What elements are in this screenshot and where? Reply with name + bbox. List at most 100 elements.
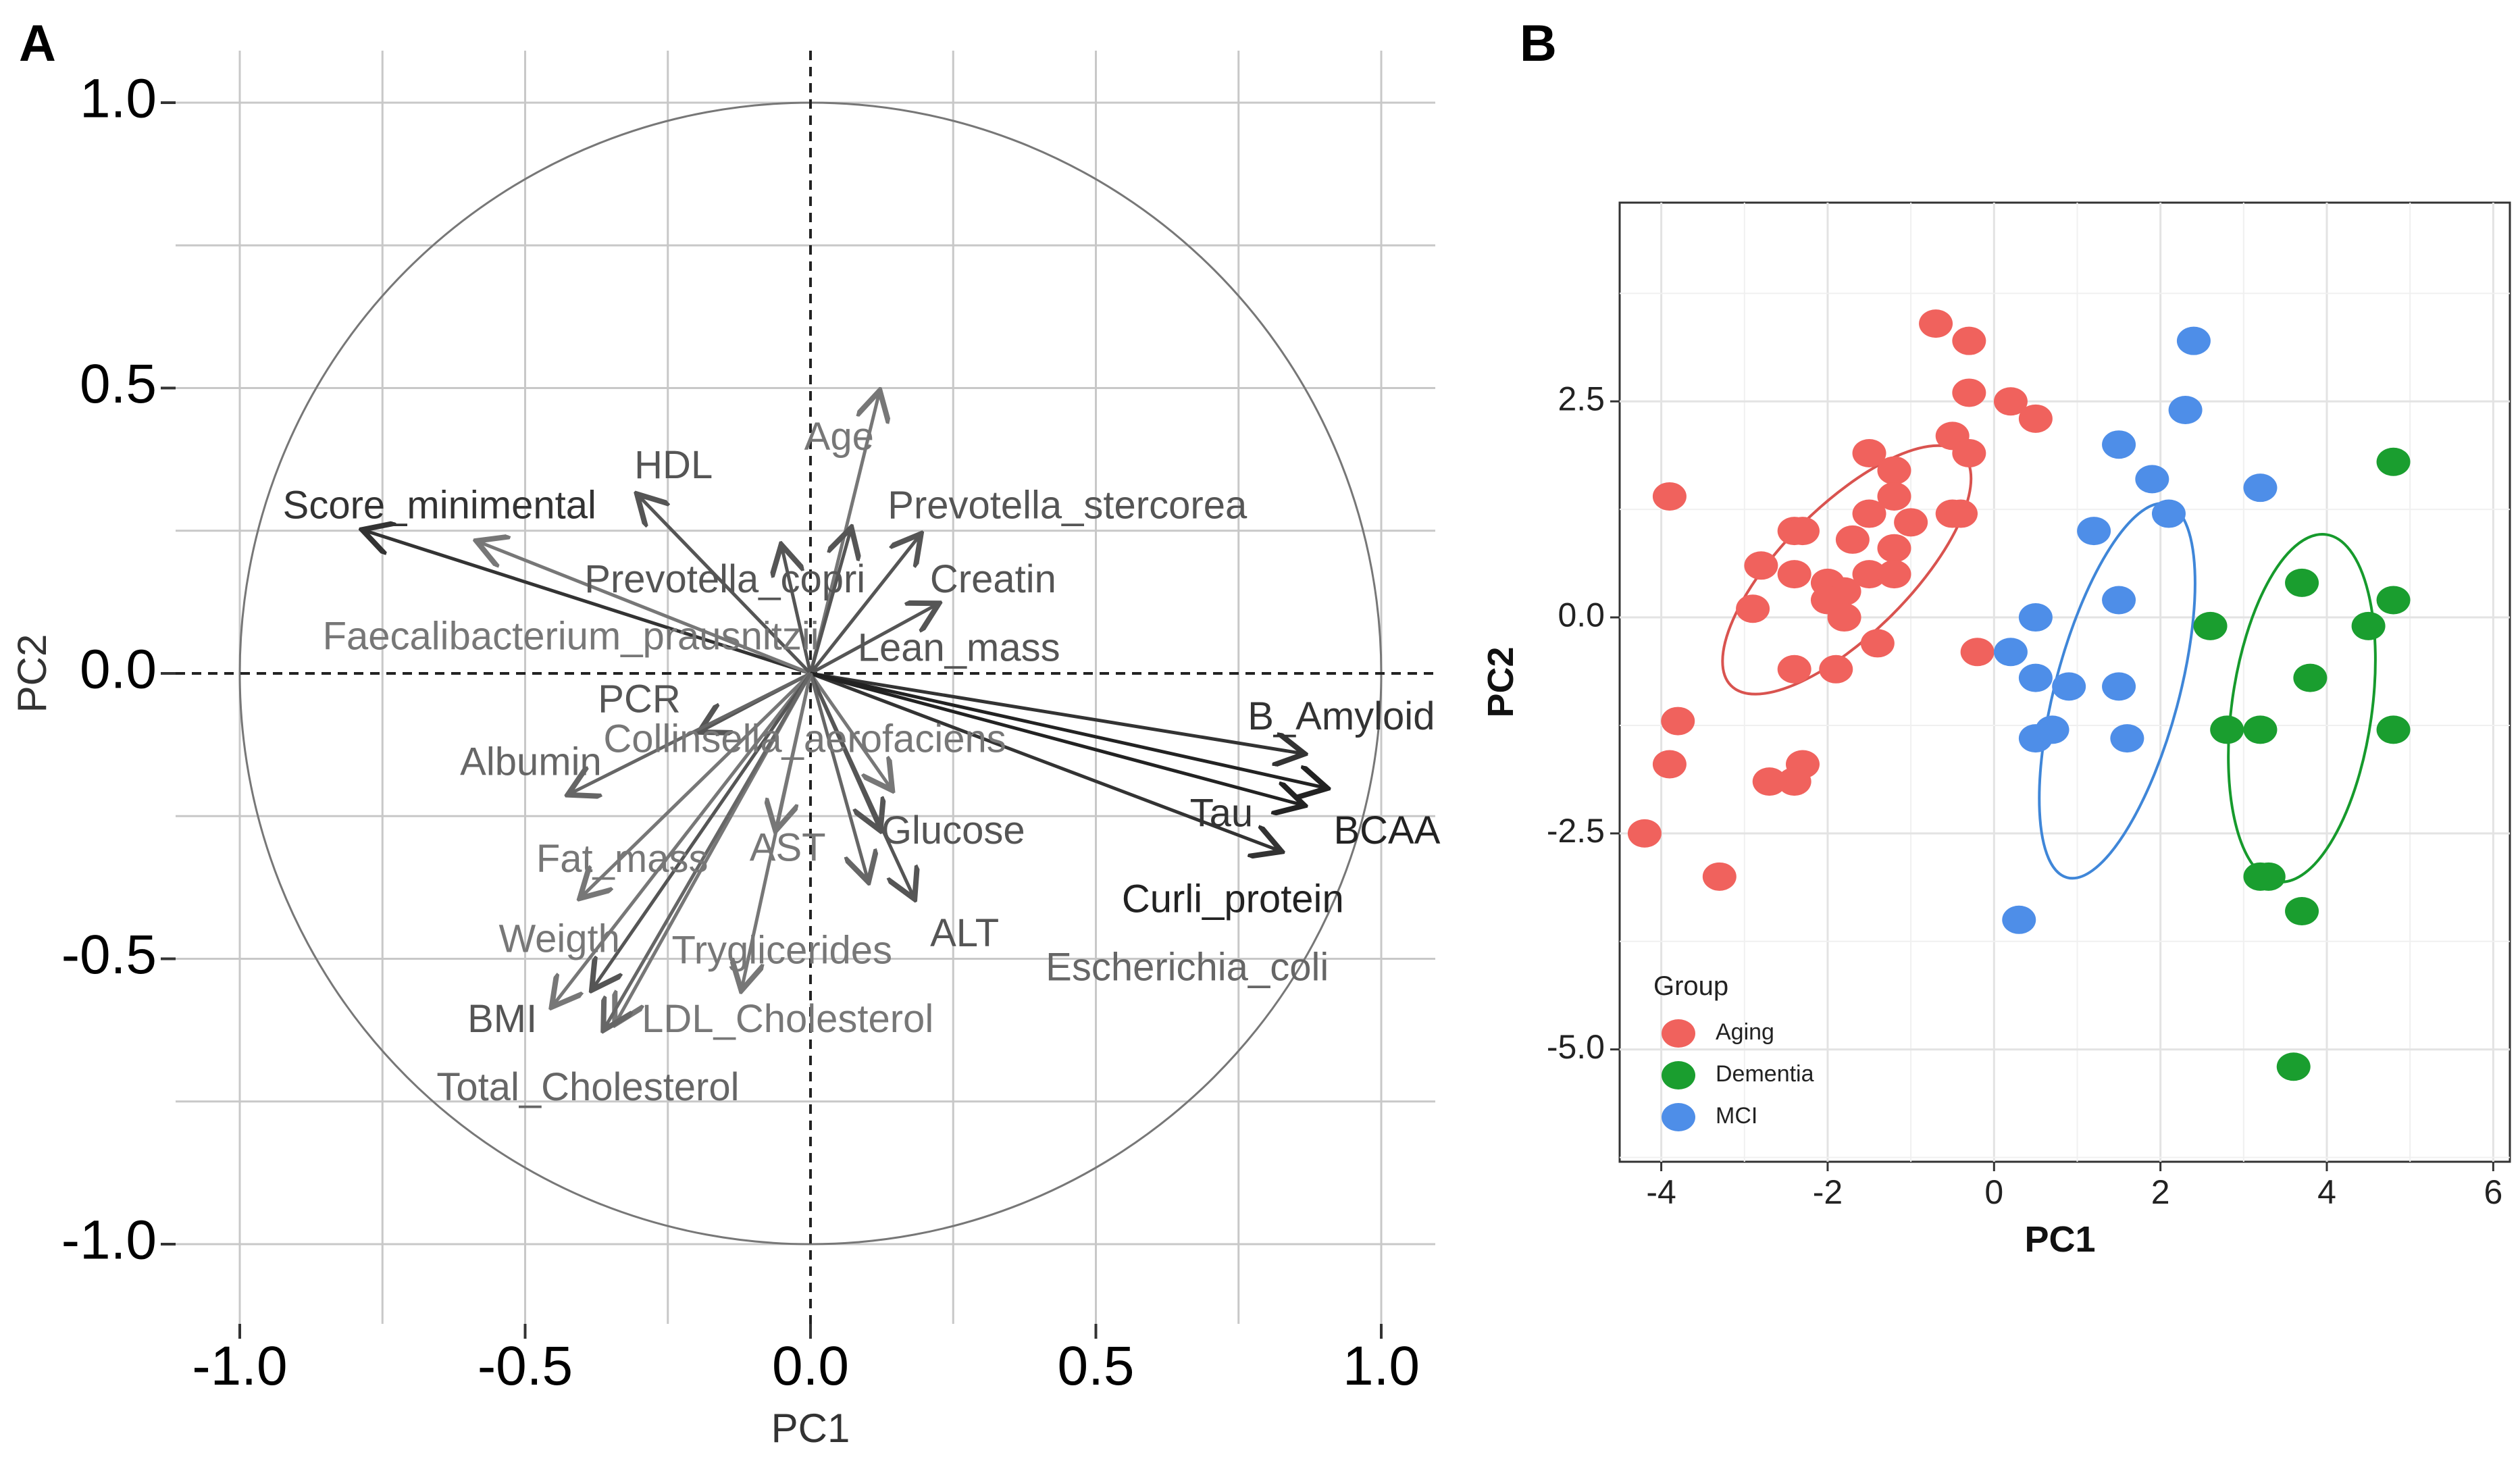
- point-aging: [2018, 404, 2053, 433]
- point-dementia: [2293, 663, 2328, 692]
- panel-b-points: [1627, 309, 2411, 1081]
- variable-label: Score_minimental: [283, 483, 596, 527]
- point-dementia: [2251, 862, 2286, 891]
- y-tick-label: -0.5: [61, 924, 157, 985]
- variable-label: Glucose: [881, 808, 1025, 852]
- point-dementia: [2193, 611, 2228, 640]
- point-mci: [2102, 430, 2136, 459]
- y-tick-label: 2.5: [1558, 380, 1605, 417]
- variable-label: Faecalibacterium_prausnitzii: [323, 615, 819, 659]
- legend-label: Dementia: [1716, 1061, 1814, 1087]
- point-mci: [2168, 396, 2203, 425]
- panel-a-variable-labels: Score_minimental Faecalibacterium_prausni…: [283, 415, 1441, 1109]
- legend-label: MCI: [1716, 1103, 1757, 1129]
- variable-label: Fat_mass: [536, 837, 709, 881]
- variable-label: Weigth: [498, 917, 619, 960]
- x-tick-label: 0: [1984, 1173, 2003, 1211]
- arrow-score-minimental: [365, 531, 811, 675]
- point-mci: [2135, 465, 2169, 494]
- point-aging: [1877, 534, 1911, 563]
- x-tick-label: -4: [1646, 1173, 1676, 1211]
- point-mci: [2102, 586, 2136, 615]
- legend-title: Group: [1653, 971, 1728, 1001]
- x-tick-label: -1.0: [192, 1335, 287, 1397]
- panel-b-y-axis-title: PC2: [1481, 646, 1521, 717]
- panel-a-zero-lines: [176, 51, 1435, 1324]
- variable-label: Total_Cholesterol: [436, 1065, 739, 1109]
- x-tick-label: 0.0: [772, 1335, 849, 1397]
- point-mci: [2110, 724, 2144, 753]
- point-aging: [1944, 499, 1978, 528]
- panel-b-tick-labels: -4 -2 0 2 4 6 2.5 0.0 -2.5 -5.0: [1547, 380, 2502, 1211]
- point-dementia: [2376, 586, 2411, 615]
- arrow-albumin: [571, 671, 812, 793]
- point-aging: [1752, 767, 1786, 796]
- point-dementia: [2285, 568, 2319, 597]
- point-dementia: [2285, 897, 2319, 926]
- point-aging: [1960, 638, 1995, 667]
- variable-label: Prevotella_copri: [584, 557, 865, 601]
- x-tick-label: 4: [2317, 1173, 2336, 1211]
- panel-b-legend: Group Aging Dementia MCI: [1653, 971, 1814, 1131]
- variable-label: Collinsella_aerofaciens: [603, 717, 1006, 761]
- legend-key-dementia: [1662, 1061, 1695, 1089]
- variable-label: BCAA: [1333, 808, 1440, 852]
- arrow-prevotella-stercorea: [809, 536, 919, 675]
- point-mci: [2002, 905, 2036, 934]
- y-tick-label: 0.0: [1558, 596, 1605, 634]
- point-aging: [1993, 387, 2028, 416]
- point-aging: [1919, 309, 1953, 338]
- point-aging: [1852, 499, 1886, 528]
- x-tick-label: -0.5: [478, 1335, 573, 1397]
- point-aging: [1652, 482, 1687, 511]
- variable-label: HDL: [634, 443, 713, 487]
- arrow-curli-protein: [810, 671, 1302, 804]
- point-aging: [1744, 551, 1778, 580]
- arrow-b-amyloid: [810, 671, 1302, 753]
- variable-label: Creatin: [930, 557, 1056, 601]
- x-tick-label: 1.0: [1343, 1335, 1420, 1397]
- arrow-weigth: [554, 672, 812, 1004]
- x-tick-label: 6: [2484, 1173, 2502, 1211]
- y-tick-label: -1.0: [61, 1210, 157, 1271]
- y-tick-label: -2.5: [1547, 812, 1605, 850]
- variable-label: ALT: [930, 911, 999, 955]
- point-aging: [1952, 438, 1986, 467]
- point-aging: [1777, 654, 1811, 684]
- point-aging: [1652, 750, 1687, 779]
- arrow-lean-mass: [808, 531, 850, 674]
- variable-label: LDL_Cholesterol: [642, 997, 933, 1041]
- panel-label-a: A: [19, 15, 56, 72]
- point-dementia: [2376, 715, 2411, 744]
- arrow-alt: [808, 672, 913, 896]
- point-aging: [1860, 629, 1895, 658]
- panel-a-grid: [176, 51, 1435, 1324]
- point-aging: [1777, 560, 1811, 589]
- arrow-escherichia-coli: [808, 673, 868, 879]
- point-aging: [1835, 525, 1870, 554]
- point-aging: [1852, 560, 1886, 589]
- variable-label: BMI: [467, 997, 537, 1041]
- variable-label: Age: [804, 415, 874, 459]
- variable-label: Prevotella_stercorea: [888, 483, 1248, 527]
- variable-label: PCR: [598, 677, 680, 721]
- point-aging: [1952, 378, 1986, 407]
- arrow-fat-mass: [582, 672, 812, 896]
- x-tick-label: 0.5: [1058, 1335, 1135, 1397]
- panel-b-pca-individuals: B -4 -2 0 2 4 6 2.5 0.0 -2.5 -5.0 PC1 PC2 Group A…: [1481, 15, 2511, 1260]
- variable-label: Tryglicerides: [671, 928, 892, 972]
- point-aging: [1852, 438, 1886, 467]
- point-aging: [1627, 819, 1662, 848]
- point-mci: [2243, 473, 2278, 503]
- point-aging: [1952, 326, 1986, 355]
- arrow-bcaa: [810, 671, 1325, 788]
- variable-label: Tau: [1190, 792, 1254, 836]
- point-aging: [1877, 456, 1911, 485]
- x-tick-label: -2: [1813, 1173, 1843, 1211]
- point-aging: [1777, 767, 1811, 796]
- variable-label: Escherichia_coli: [1046, 946, 1329, 990]
- point-mci: [2102, 672, 2136, 701]
- point-aging: [1819, 654, 1853, 684]
- point-mci: [2018, 663, 2053, 692]
